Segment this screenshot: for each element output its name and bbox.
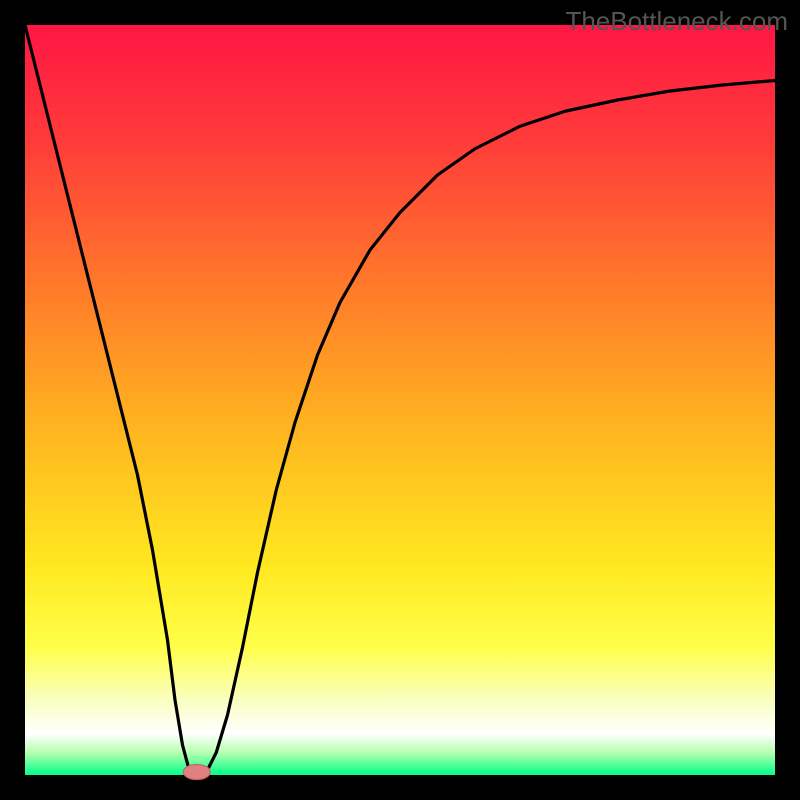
watermark-text: TheBottleneck.com (565, 6, 788, 37)
bottleneck-chart (0, 0, 800, 800)
trough-marker (183, 765, 210, 780)
gradient-background (25, 25, 775, 775)
chart-container: TheBottleneck.com (0, 0, 800, 800)
